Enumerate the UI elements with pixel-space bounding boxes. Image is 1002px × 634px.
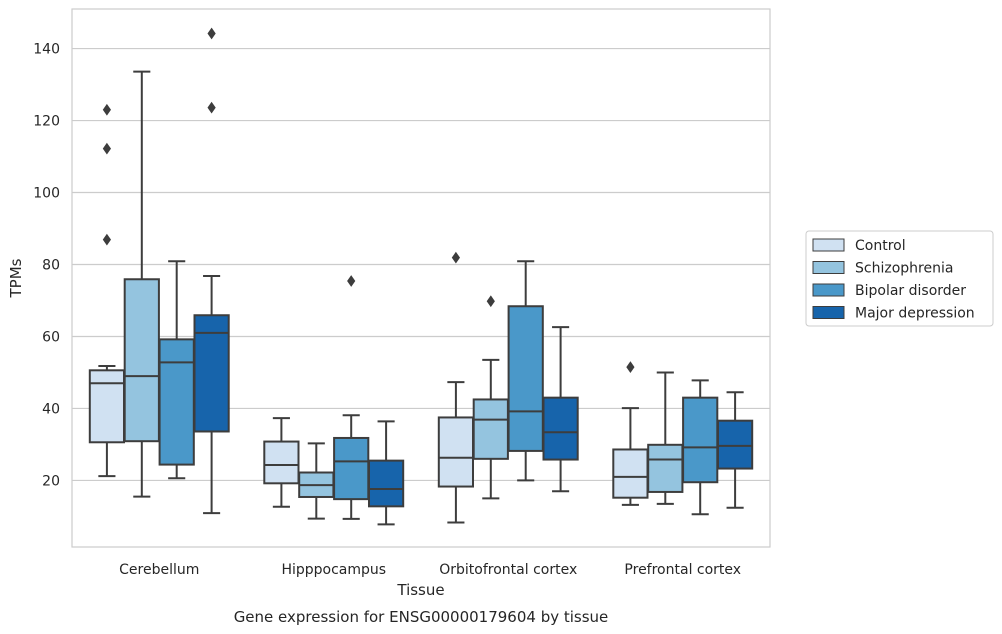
outlier-point xyxy=(626,361,635,373)
y-axis-label: TPMs xyxy=(7,258,25,298)
legend-swatch xyxy=(812,238,845,252)
outlier-point xyxy=(102,103,112,116)
outlier-point xyxy=(486,295,495,308)
outlier-point xyxy=(102,142,112,155)
box-iqr xyxy=(472,398,509,460)
box-iqr xyxy=(158,338,195,466)
plot-area-frame xyxy=(71,8,771,548)
x-tick-labels: Cerebellum Hipppocampus Orbitofrontal cort… xyxy=(119,562,741,578)
x-tick-label: Orbitofrontal cortex xyxy=(439,562,577,578)
box-iqr xyxy=(263,440,300,485)
box-schizophrenia-0 xyxy=(123,70,160,498)
y-tick-label: 100 xyxy=(33,186,60,202)
box-iqr xyxy=(123,278,160,443)
box-iqr xyxy=(367,459,405,508)
y-tick-label: 140 xyxy=(33,42,60,58)
box-iqr xyxy=(647,443,684,493)
box-schizophrenia-2 xyxy=(472,295,509,500)
box-schizophrenia-1 xyxy=(298,442,335,520)
outlier-point xyxy=(347,275,356,287)
legend-label: Major depression xyxy=(855,306,975,322)
box-major-depression-0 xyxy=(193,27,230,515)
legend-label: Bipolar disorder xyxy=(855,283,966,299)
box-iqr xyxy=(507,305,544,452)
legend-items: Control Schizophrenia Bipolar disorder Majo… xyxy=(812,238,975,322)
y-tick-labels: 20 40 60 80 100 120 140 xyxy=(33,42,60,490)
box-iqr xyxy=(716,419,754,470)
box-schizophrenia-3 xyxy=(647,371,684,505)
box-bipolar-disorder-3 xyxy=(682,379,719,516)
box-iqr xyxy=(612,448,649,499)
legend: Control Schizophrenia Bipolar disorder Majo… xyxy=(805,230,994,327)
legend-swatch xyxy=(812,306,845,319)
box-control-1 xyxy=(263,417,300,508)
legend-frame xyxy=(805,230,994,327)
y-tick-label: 20 xyxy=(42,473,60,489)
box-iqr xyxy=(193,314,230,433)
box-bipolar-disorder-1 xyxy=(333,275,370,520)
outlier-point xyxy=(207,101,216,114)
x-axis-label: Tissue xyxy=(396,581,444,599)
box-major-depression-2 xyxy=(542,326,579,493)
box-major-depression-1 xyxy=(367,420,405,526)
y-tick-label: 40 xyxy=(42,401,60,417)
outlier-point xyxy=(451,251,461,264)
x-tick-label: Hipppocampus xyxy=(281,562,386,578)
box-control-0 xyxy=(88,103,126,478)
outlier-point xyxy=(102,233,112,246)
x-tick-label: Cerebellum xyxy=(119,562,199,578)
y-tick-label: 60 xyxy=(42,329,60,345)
box-control-2 xyxy=(437,251,475,524)
box-iqr xyxy=(333,436,370,501)
x-tick-label: Prefrontal cortex xyxy=(624,562,741,578)
legend-label: Control xyxy=(855,238,906,254)
y-tick-label: 120 xyxy=(33,114,60,130)
box-iqr xyxy=(437,416,475,488)
box-iqr xyxy=(88,369,126,444)
chart-caption: Gene expression for ENSG00000179604 by t… xyxy=(234,608,609,626)
y-tick-label: 80 xyxy=(42,258,60,274)
legend-swatch xyxy=(812,261,845,274)
outlier-point xyxy=(207,27,216,40)
legend-label: Schizophrenia xyxy=(855,261,953,277)
legend-swatch xyxy=(812,283,845,297)
box-major-depression-3 xyxy=(716,391,754,509)
box-control-3 xyxy=(612,361,649,506)
box-iqr xyxy=(542,396,579,461)
box-iqr xyxy=(682,396,719,484)
boxes xyxy=(88,27,754,526)
box-bipolar-disorder-0 xyxy=(158,260,195,480)
box-bipolar-disorder-2 xyxy=(507,260,544,482)
